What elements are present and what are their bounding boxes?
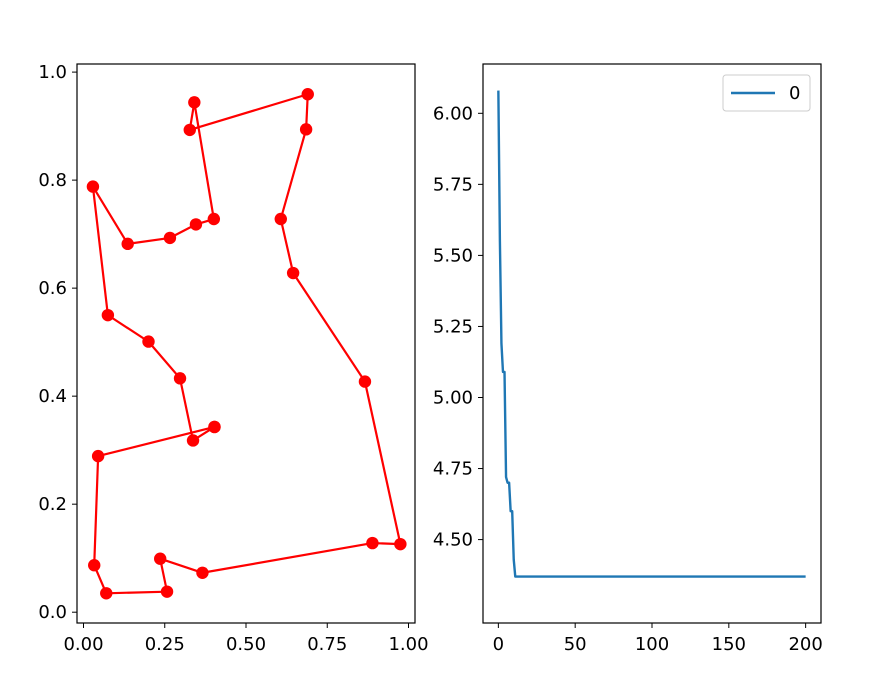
cost-series	[497, 90, 806, 578]
route-data-point	[88, 559, 101, 572]
route-y-tick-label: 0.8	[38, 170, 67, 191]
route-y-axis: 0.0 0.2 0.4 0.6 0.8 1.0	[38, 62, 77, 623]
cost-y-tick-label: 6.00	[433, 103, 473, 124]
route-x-tick-label: 0.00	[63, 634, 103, 655]
cost-y-tick-label: 4.50	[433, 530, 473, 551]
route-data-point	[188, 96, 201, 109]
cost-x-tick-label: 200	[788, 634, 822, 655]
route-y-tick-label: 1.0	[38, 62, 67, 83]
route-data-point	[142, 335, 155, 348]
route-data-point	[301, 88, 314, 101]
route-data-point	[160, 585, 174, 598]
route-y-tick-label: 0.2	[38, 494, 67, 515]
cost-y-tick-label: 5.25	[433, 316, 473, 337]
route-data-point	[196, 566, 209, 579]
route-data-point	[366, 536, 379, 550]
route-x-tick-label: 0.75	[307, 634, 347, 655]
route-data-point	[173, 372, 187, 385]
cost-y-tick-label: 5.75	[433, 174, 473, 195]
route-data-point	[358, 375, 372, 388]
route-x-axis: 0.00 0.25 0.50 0.75 1.00	[63, 623, 429, 655]
route-y-tick-label: 0.6	[38, 278, 67, 299]
route-plot: 0.00 0.25 0.50 0.75 1.00 0.0 0.2 0.4 0.6 0.8 1.0	[38, 62, 428, 655]
cost-y-tick-label: 5.50	[433, 245, 473, 266]
cost-y-tick-label: 5.00	[433, 387, 473, 408]
cost-x-tick-label: 0	[493, 634, 504, 655]
route-data-point	[186, 434, 200, 447]
route-data-point	[100, 587, 113, 600]
cost-x-tick-label: 50	[564, 634, 587, 655]
route-x-tick-label: 1.00	[388, 634, 428, 655]
cost-y-tick-label: 4.75	[433, 459, 473, 480]
route-data-point	[101, 308, 115, 322]
cost-series-line	[497, 90, 806, 578]
cost-y-axis: 4.50 4.75 5.00 5.25 5.50 5.75 6.00	[433, 103, 483, 551]
route-data-point	[207, 212, 221, 226]
cost-plot: 0 50 100 150 200 4.50 4.75 5.00 5.25 5.50 5.75 6.0…	[433, 63, 823, 655]
route-data-point	[183, 123, 196, 137]
cost-x-tick-label: 100	[635, 634, 669, 655]
route-x-tick-label: 0.50	[226, 634, 266, 655]
route-data-point	[299, 123, 313, 136]
route-data-point	[86, 180, 100, 193]
legend: 0	[722, 74, 811, 112]
route-x-tick-label: 0.25	[145, 634, 185, 655]
legend-label: 0	[789, 83, 800, 104]
route-data-point	[274, 212, 287, 226]
cost-x-tick-label: 150	[712, 634, 746, 655]
route-y-tick-label: 0.4	[38, 386, 67, 407]
route-data-point	[121, 237, 134, 251]
route-data-point	[163, 231, 177, 245]
route-y-tick-label: 0.0	[38, 602, 67, 623]
route-data-point	[189, 218, 203, 231]
cost-x-axis: 0 50 100 150 200	[493, 623, 823, 655]
route-data-point	[208, 420, 221, 434]
route-data-point	[394, 537, 407, 551]
route-data-point	[286, 266, 300, 280]
route-series	[86, 88, 407, 600]
route-data-point	[154, 552, 167, 565]
route-data-point	[91, 449, 105, 463]
